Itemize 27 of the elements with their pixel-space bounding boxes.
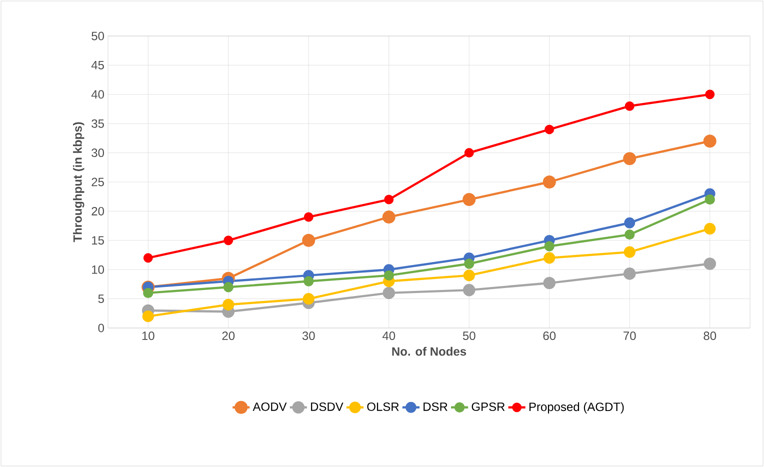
legend-label: DSR — [424, 402, 448, 411]
legend-label: OLSR — [367, 402, 399, 411]
x-tick-label: 80 — [704, 332, 716, 340]
x-tick-label: 30 — [302, 332, 315, 340]
x-tick-label: 50 — [462, 332, 476, 340]
legend-label: DSDV — [311, 402, 344, 411]
y-tick-label: 15 — [92, 236, 104, 245]
y-tick-label: 0 — [98, 324, 104, 332]
y-tick-label: 40 — [91, 90, 104, 99]
x-axis-title: No. of Nodes — [392, 346, 466, 356]
x-tick-label: 40 — [382, 332, 396, 340]
legend-label: GPSR — [472, 402, 505, 411]
x-tick-label: 20 — [222, 332, 235, 340]
legend-label: Proposed (AGDT) — [529, 402, 624, 414]
y-axis-title: Throughput (in kbps) — [73, 122, 84, 242]
y-tick-label: 45 — [91, 61, 104, 70]
y-tick-label: 5 — [98, 294, 104, 303]
x-tick-label: 60 — [543, 332, 556, 340]
y-tick-label: 20 — [92, 206, 104, 216]
y-tick-label: 35 — [92, 119, 104, 128]
x-tick-label: 10 — [142, 332, 154, 340]
y-tick-label: 25 — [92, 178, 104, 186]
y-tick-label: 50 — [92, 32, 104, 40]
x-tick-label: 70 — [624, 332, 636, 340]
y-tick-label: 10 — [92, 265, 104, 274]
y-tick-label: 30 — [92, 148, 104, 158]
legend-label: AODV — [252, 402, 287, 411]
